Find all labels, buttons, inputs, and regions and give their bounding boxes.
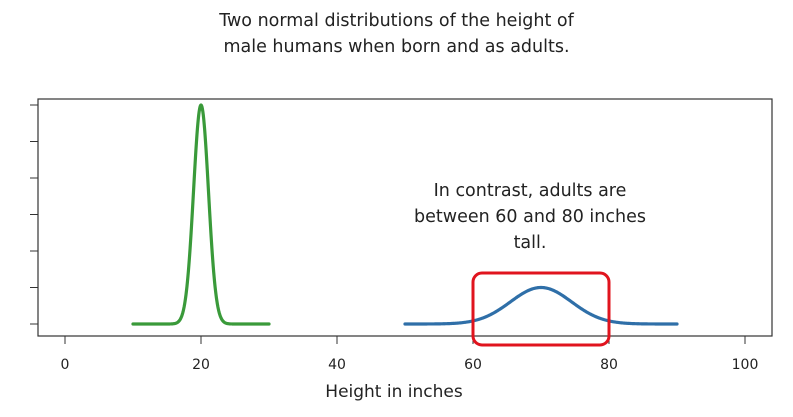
annotation: In contrast, adults are between 60 and 8…	[380, 178, 680, 256]
annotation-line-1: In contrast, adults are	[433, 181, 627, 201]
x-axis: 0 20 40 60 80 100	[61, 336, 759, 373]
chart-title-line-1: Two normal distributions of the height o…	[219, 11, 574, 31]
highlight-layer	[471, 271, 611, 347]
annotation-line-2: between 60 and 80 inches	[414, 207, 646, 227]
series-layer	[131, 103, 679, 326]
y-axis	[30, 104, 38, 325]
x-tick-label-3: 60	[464, 357, 482, 373]
annotation-line-3: tall.	[513, 233, 547, 253]
chart-title-line-2: male humans when born and as adults.	[223, 37, 570, 57]
x-tick-label-2: 40	[328, 357, 346, 373]
x-tick-label-5: 100	[732, 357, 759, 373]
series-0-line	[131, 103, 271, 326]
series-1-line	[403, 285, 679, 326]
x-axis-label: Height in inches	[325, 382, 463, 402]
chart-title: Two normal distributions of the height o…	[0, 8, 793, 60]
x-tick-label-4: 80	[600, 357, 618, 373]
x-tick-label-0: 0	[61, 357, 70, 373]
x-tick-label-1: 20	[192, 357, 210, 373]
highlight-box	[471, 271, 611, 347]
plot-frame	[37, 98, 773, 337]
